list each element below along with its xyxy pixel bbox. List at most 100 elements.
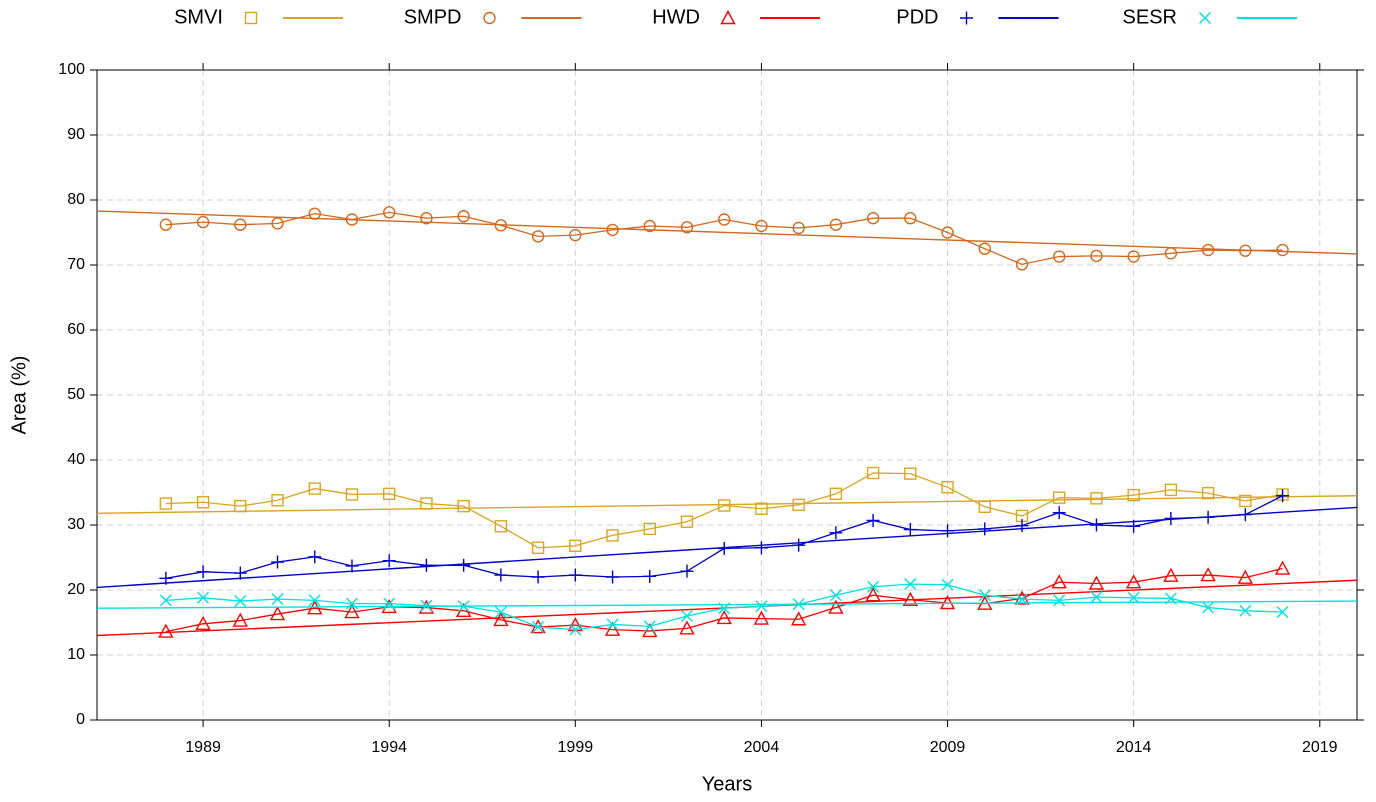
marker [531, 541, 545, 554]
marker [383, 487, 396, 500]
marker [1276, 606, 1289, 619]
marker [345, 488, 359, 501]
marker [308, 207, 321, 220]
marker [197, 591, 210, 604]
y-tick-label: 70 [67, 256, 85, 273]
marker [1239, 244, 1252, 257]
marker [829, 589, 842, 602]
marker [1201, 486, 1215, 500]
marker [232, 612, 248, 627]
marker [1238, 508, 1252, 522]
marker [978, 242, 991, 255]
marker [1053, 250, 1066, 263]
marker [755, 219, 768, 233]
trend-line [96, 506, 1358, 589]
marker [718, 499, 731, 512]
marker [1053, 491, 1066, 504]
marker [1276, 489, 1290, 503]
marker [1164, 247, 1178, 260]
x-tick-label: 2004 [744, 739, 780, 756]
marker [904, 211, 917, 225]
y-axis-title: Area (%) [8, 356, 30, 435]
marker [271, 555, 285, 569]
marker [829, 487, 843, 500]
marker [1125, 574, 1142, 589]
legend-marker [244, 11, 258, 25]
marker [604, 621, 621, 636]
marker [345, 597, 358, 610]
legend-marker [720, 10, 736, 25]
marker [457, 600, 470, 613]
marker [718, 213, 731, 226]
marker [383, 597, 396, 610]
marker [717, 541, 731, 555]
marker [1051, 574, 1067, 589]
marker [494, 606, 507, 619]
marker [530, 619, 546, 634]
marker [606, 529, 619, 542]
marker [939, 595, 956, 610]
marker [1164, 592, 1177, 605]
marker [345, 213, 359, 226]
marker [159, 594, 172, 607]
marker [792, 221, 805, 235]
marker [271, 593, 284, 606]
marker [420, 211, 433, 225]
marker [941, 578, 954, 591]
marker [532, 621, 545, 634]
marker [1090, 591, 1103, 604]
marker [233, 566, 247, 580]
x-tick-label: 1994 [371, 739, 407, 756]
x-tick-label: 1999 [558, 739, 594, 756]
trend-line [96, 495, 1358, 514]
marker [569, 539, 582, 552]
marker [196, 215, 210, 229]
marker [1090, 492, 1103, 505]
marker [1164, 483, 1178, 497]
marker [903, 523, 917, 537]
y-tick-label: 40 [67, 451, 85, 468]
marker [755, 600, 768, 613]
marker [568, 568, 582, 582]
marker [494, 520, 508, 533]
marker [866, 466, 880, 480]
series-line [165, 211, 1283, 266]
marker [1088, 575, 1105, 590]
marker [679, 620, 695, 635]
marker [307, 600, 323, 615]
marker [680, 221, 694, 234]
marker [1276, 243, 1289, 257]
marker [420, 497, 433, 510]
marker [1274, 560, 1291, 575]
marker [1053, 594, 1066, 607]
marker [1239, 494, 1252, 508]
legend-label: SMPD [404, 6, 462, 28]
marker [196, 565, 210, 579]
series-line [165, 567, 1283, 633]
marker [418, 599, 435, 614]
x-tick-label: 1989 [185, 739, 221, 756]
marker [308, 550, 322, 564]
x-tick-label: 2019 [1302, 739, 1338, 756]
marker [569, 623, 582, 636]
marker [643, 522, 656, 536]
marker [344, 604, 360, 619]
marker [643, 620, 656, 633]
marker [1237, 569, 1254, 584]
marker [754, 541, 768, 555]
marker [865, 587, 881, 602]
legend-marker [1199, 12, 1211, 24]
legend-marker [483, 11, 496, 25]
legend-item: SMVI [174, 6, 343, 28]
marker [680, 610, 693, 622]
marker [1015, 519, 1029, 533]
x-axis-title: Years [702, 773, 752, 795]
marker [829, 526, 843, 540]
marker [494, 568, 508, 582]
marker [457, 499, 470, 513]
y-tick-label: 30 [67, 516, 85, 533]
marker [755, 502, 768, 515]
marker [753, 610, 770, 625]
marker [457, 210, 470, 223]
